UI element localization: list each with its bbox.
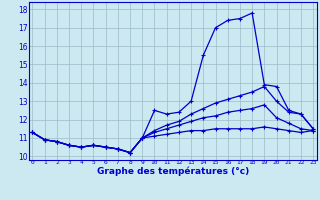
X-axis label: Graphe des températures (°c): Graphe des températures (°c) xyxy=(97,166,249,176)
